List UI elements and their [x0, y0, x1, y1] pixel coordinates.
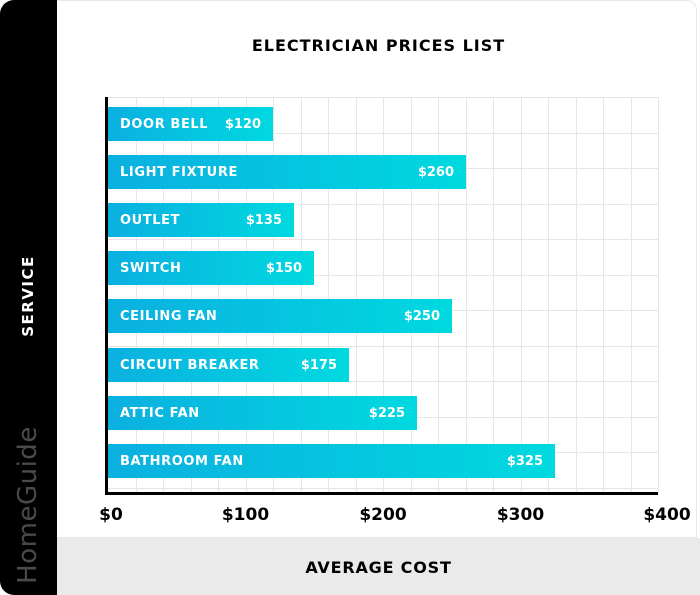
bar-label: LIGHT FIXTURE	[120, 164, 238, 180]
bar-label: ATTIC FAN	[120, 405, 200, 421]
x-tick-label: $200	[359, 505, 407, 525]
grid-line-vertical	[328, 97, 329, 492]
grid-line-vertical	[191, 97, 192, 492]
bar-label: OUTLET	[120, 212, 181, 228]
grid-line-vertical	[576, 97, 577, 492]
grid-line-vertical	[356, 97, 357, 492]
bar: BATHROOM FAN $325	[108, 444, 555, 478]
grid-line-vertical	[273, 97, 274, 492]
x-tick-label: $100	[221, 505, 270, 525]
grid-line-vertical	[493, 97, 494, 492]
x-axis-label: AVERAGE COST	[305, 558, 452, 577]
bar-value-label: $250	[403, 308, 440, 324]
bar-value-label: $120	[224, 116, 261, 132]
grid-line-horizontal	[108, 381, 658, 382]
grid-line-horizontal	[108, 97, 658, 98]
grid-line-vertical	[163, 97, 164, 492]
bar: SWITCH $150	[108, 251, 314, 285]
grid-line-horizontal	[108, 204, 658, 205]
brand-logo: HomeGuide	[13, 426, 43, 584]
bar-value-label: $225	[368, 405, 405, 421]
y-axis-line	[105, 97, 108, 495]
x-axis-label-band: AVERAGE COST	[57, 538, 700, 595]
grid-line-vertical	[383, 97, 384, 492]
x-tick-label: $300	[496, 505, 545, 525]
grid-line-vertical	[631, 97, 632, 492]
grid-line-vertical	[438, 97, 439, 492]
bar-value-label: $175	[300, 357, 337, 373]
bar-value-label: $260	[417, 164, 454, 180]
bar: OUTLET $135	[108, 203, 294, 237]
grid-line-horizontal	[108, 133, 658, 134]
bar: CEILING FAN $250	[108, 299, 452, 333]
grid-line-horizontal	[108, 275, 658, 276]
plot-area: DOOR BELL $120 LIGHT FIXTURE $260 OUTLET $135…	[105, 97, 659, 495]
x-tick-label: $400	[643, 505, 691, 525]
bar: DOOR BELL $120	[108, 107, 273, 141]
x-tick-label: $0	[99, 505, 123, 525]
grid-line-vertical	[136, 97, 137, 492]
grid-line-vertical	[548, 97, 549, 492]
bar-label: BATHROOM FAN	[120, 453, 244, 469]
bar-value-label: $325	[506, 453, 543, 469]
grid-line-horizontal	[108, 239, 658, 240]
bar-label: CEILING FAN	[120, 308, 218, 324]
grid-line-vertical	[466, 97, 467, 492]
y-axis-label: SERVICE	[19, 255, 37, 337]
bar-label: DOOR BELL	[120, 116, 209, 132]
grid-line-vertical	[411, 97, 412, 492]
grid-line-vertical	[658, 97, 659, 492]
bar: CIRCUIT BREAKER $175	[108, 348, 349, 382]
chart-title: ELECTRICIAN PRICES LIST	[251, 36, 506, 55]
bar-value-label: $150	[265, 260, 302, 276]
grid-line-horizontal	[108, 488, 658, 489]
bar-label: CIRCUIT BREAKER	[120, 357, 260, 373]
grid-line-vertical	[603, 97, 604, 492]
bar-label: SWITCH	[120, 260, 182, 276]
grid-line-vertical	[521, 97, 522, 492]
grid-line-vertical	[301, 97, 302, 492]
bar-value-label: $135	[245, 212, 282, 228]
bar: LIGHT FIXTURE $260	[108, 155, 466, 189]
x-axis-line	[105, 492, 658, 495]
grid-line-vertical	[218, 97, 219, 492]
grid-line-horizontal	[108, 346, 658, 347]
grid-line-vertical	[246, 97, 247, 492]
left-sidebar: SERVICE HomeGuide	[0, 0, 57, 595]
bar: ATTIC FAN $225	[108, 396, 417, 430]
